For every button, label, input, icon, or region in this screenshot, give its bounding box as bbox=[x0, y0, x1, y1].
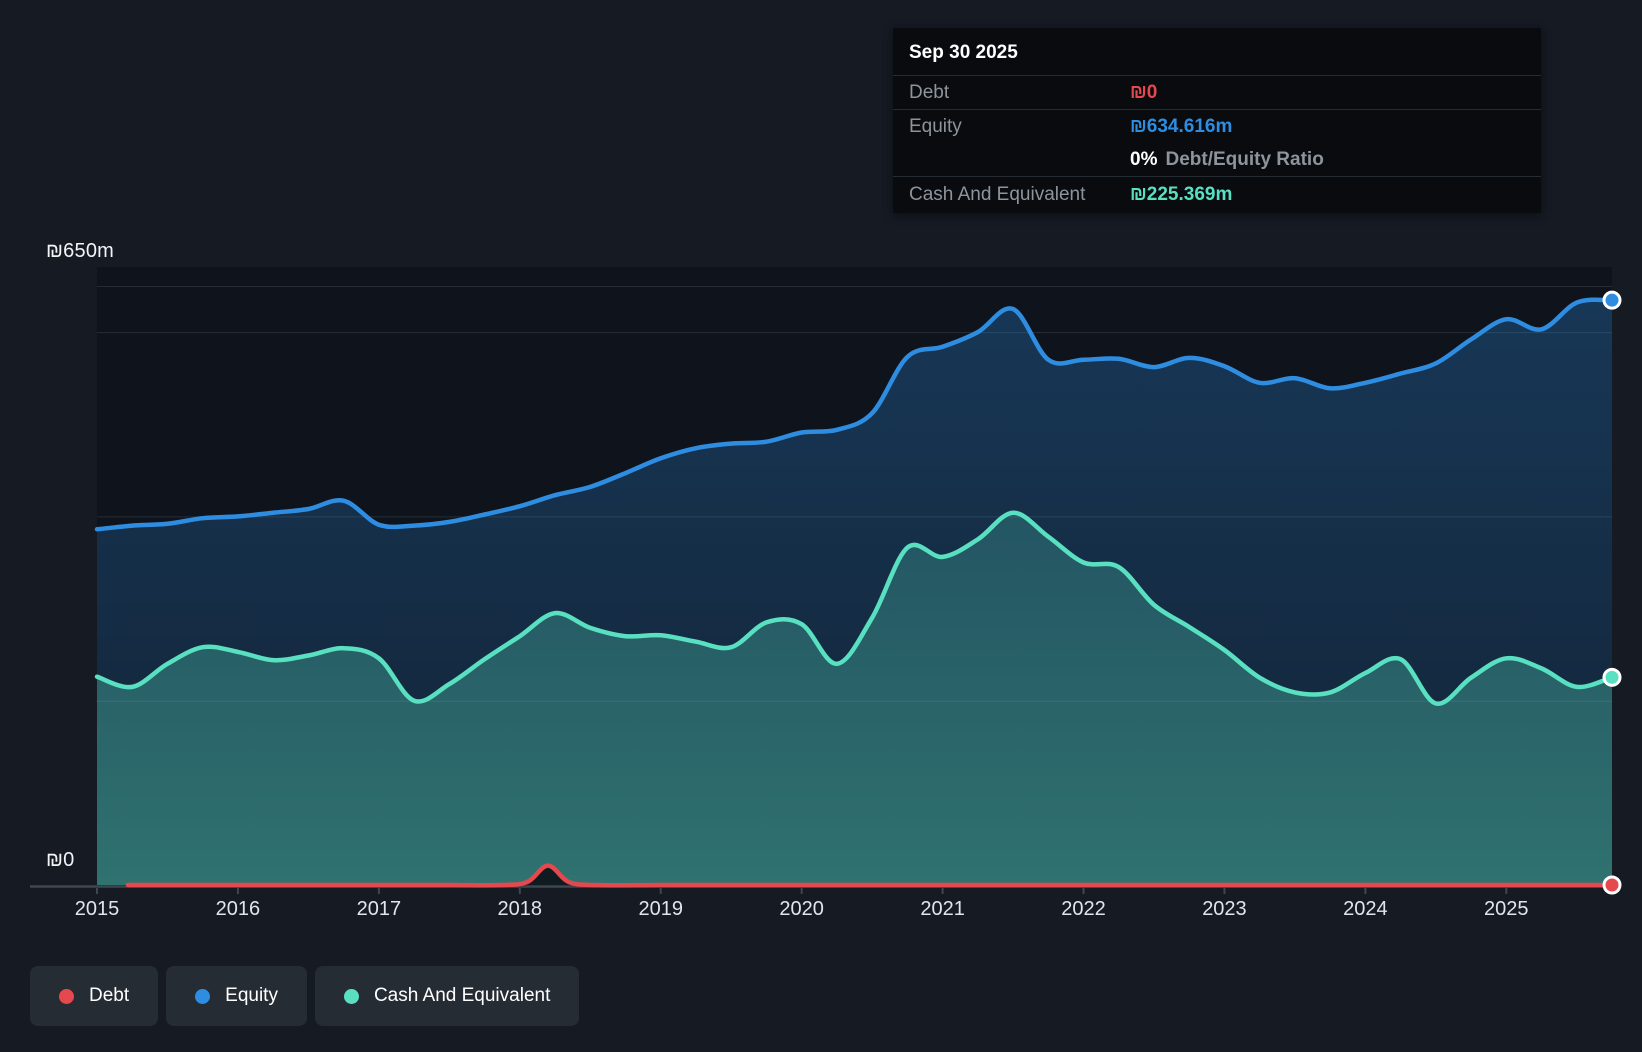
tooltip-equity-value: ₪634.616m bbox=[1130, 115, 1233, 137]
legend-item-cash[interactable]: Cash And Equivalent bbox=[314, 966, 580, 1026]
tooltip-row-debt: Debt ₪0 bbox=[893, 76, 1541, 110]
cash-dot-icon bbox=[343, 988, 359, 1004]
y-axis-zero-label: ₪0 bbox=[46, 849, 75, 871]
tooltip-debt-label: Debt bbox=[909, 81, 950, 103]
chart-legend: Debt Equity Cash And Equivalent bbox=[30, 966, 580, 1026]
tooltip-row-equity: Equity ₪634.616m bbox=[893, 110, 1541, 143]
equity-endpoint-marker bbox=[1602, 290, 1622, 310]
legend-cash-label: Cash And Equivalent bbox=[373, 985, 551, 1006]
cash-endpoint-marker bbox=[1602, 667, 1622, 687]
tooltip-row-cash: Cash And Equivalent ₪225.369m bbox=[893, 177, 1541, 213]
legend-debt-label: Debt bbox=[89, 985, 130, 1006]
equity-line bbox=[94, 297, 1615, 532]
equity-dot-icon bbox=[195, 988, 211, 1004]
legend-item-equity[interactable]: Equity bbox=[166, 966, 307, 1026]
cash-line bbox=[94, 510, 1615, 706]
y-axis-max-label: ₪650m bbox=[46, 240, 115, 262]
tooltip-debt-value: ₪0 bbox=[1130, 81, 1158, 103]
tooltip-ratio-label: Debt/Equity Ratio bbox=[1165, 148, 1324, 170]
tooltip-cash-value: ₪225.369m bbox=[1130, 184, 1233, 205]
tooltip-cash-label: Cash And Equivalent bbox=[909, 184, 1086, 205]
debt-endpoint-marker bbox=[1602, 875, 1622, 895]
tooltip-equity-label: Equity bbox=[909, 115, 962, 137]
debt-dot-icon bbox=[59, 988, 74, 1004]
tooltip-date: Sep 30 2025 bbox=[893, 28, 1541, 76]
debt-line bbox=[125, 863, 1615, 888]
legend-equity-label: Equity bbox=[225, 985, 278, 1006]
cash-area bbox=[97, 512, 1612, 885]
chart-tooltip: Sep 30 2025 Debt ₪0 Equity ₪634.616m 0% … bbox=[893, 28, 1541, 213]
tooltip-row-ratio: 0% Debt/Equity Ratio bbox=[893, 143, 1541, 177]
legend-item-debt[interactable]: Debt bbox=[30, 966, 159, 1026]
tooltip-ratio-value: 0% bbox=[1130, 148, 1158, 170]
